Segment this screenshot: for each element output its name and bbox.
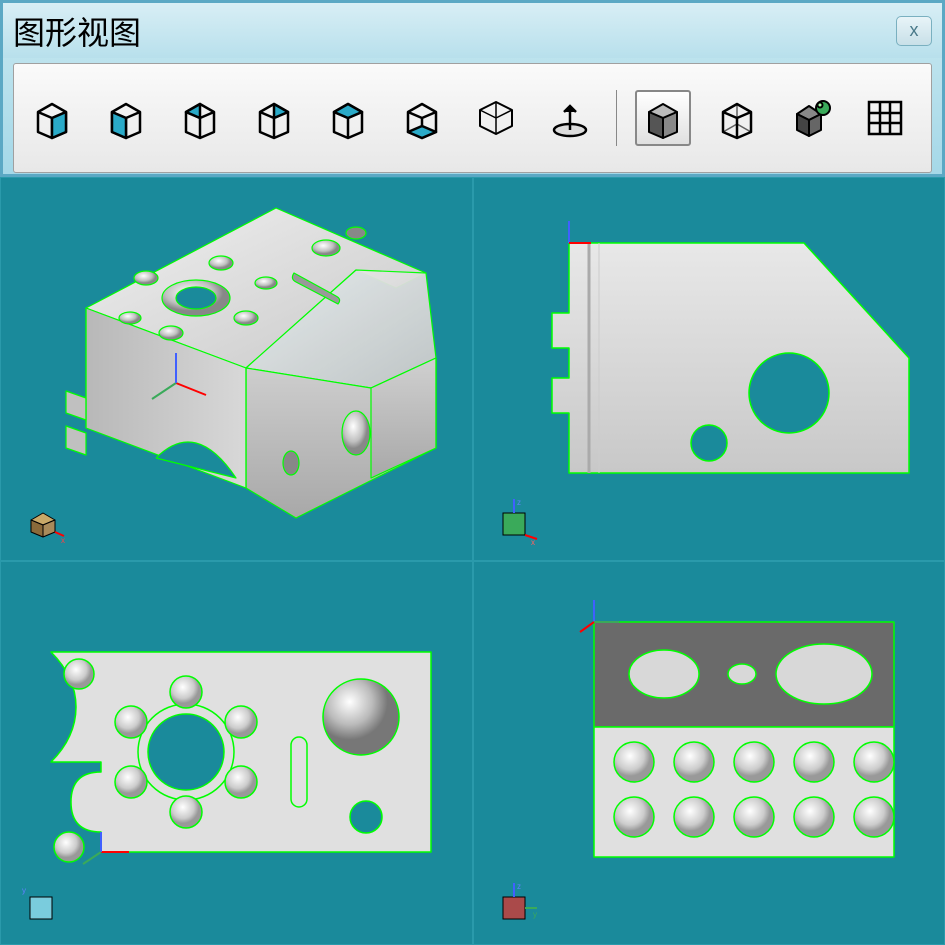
viewport-front[interactable]: z x bbox=[473, 177, 945, 561]
view-left-icon[interactable] bbox=[172, 90, 228, 146]
axis-widget-front: z x bbox=[489, 495, 539, 545]
svg-text:z: z bbox=[517, 882, 521, 891]
part-right-render bbox=[554, 592, 914, 892]
grid-icon[interactable] bbox=[857, 90, 913, 146]
view-right-icon[interactable] bbox=[246, 90, 302, 146]
part-iso-render bbox=[16, 188, 456, 538]
close-button[interactable]: x bbox=[896, 16, 932, 46]
viewport-top[interactable]: y bbox=[0, 561, 473, 945]
view-bottom-icon[interactable] bbox=[394, 90, 450, 146]
shade-material-icon[interactable] bbox=[783, 90, 839, 146]
close-icon: x bbox=[910, 20, 919, 41]
title-bar: 图形视图 x bbox=[3, 3, 942, 58]
axis-widget-top: y bbox=[16, 879, 66, 929]
svg-text:x: x bbox=[61, 536, 65, 545]
part-top-render bbox=[21, 622, 451, 922]
toolbar-row bbox=[13, 63, 932, 173]
view-plane-icon[interactable] bbox=[542, 90, 598, 146]
svg-text:y: y bbox=[533, 910, 537, 919]
axis-widget-right: z y bbox=[489, 879, 539, 929]
view-front-icon[interactable] bbox=[24, 90, 80, 146]
axis-widget-iso: x bbox=[16, 495, 66, 545]
window-title: 图形视图 bbox=[13, 8, 141, 54]
toolbar-separator bbox=[616, 90, 617, 146]
view-top-icon[interactable] bbox=[320, 90, 376, 146]
view-back-icon[interactable] bbox=[98, 90, 154, 146]
viewport-right[interactable]: z y bbox=[473, 561, 945, 945]
svg-text:y: y bbox=[22, 886, 26, 895]
svg-text:x: x bbox=[531, 538, 535, 545]
shade-wire-icon[interactable] bbox=[709, 90, 765, 146]
shade-solid-icon[interactable] bbox=[635, 90, 691, 146]
part-front-render bbox=[514, 213, 934, 513]
viewport-grid: x z x bbox=[0, 177, 945, 945]
view-iso-icon[interactable] bbox=[468, 90, 524, 146]
svg-text:z: z bbox=[517, 498, 521, 507]
graphics-view-toolbar: 图形视图 x bbox=[0, 0, 945, 177]
viewport-iso[interactable]: x bbox=[0, 177, 473, 561]
